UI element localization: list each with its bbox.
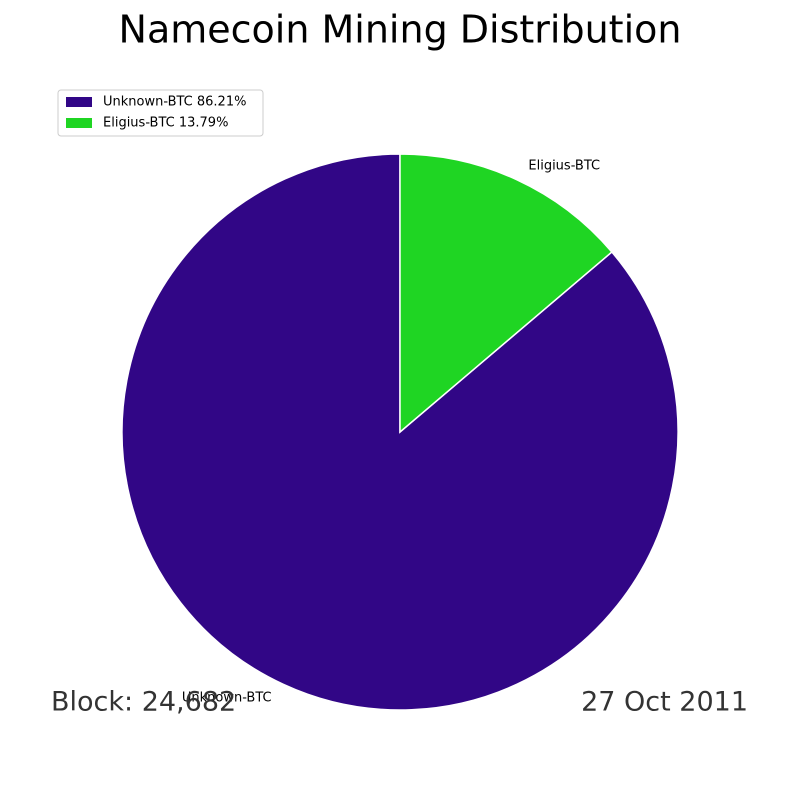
slice-labels: Unknown-BTC Eligius-BTC (182, 159, 600, 706)
chart-title: Namecoin Mining Distribution (119, 8, 682, 52)
legend-label: Unknown-BTC 86.21% (103, 95, 246, 110)
pie-slice (399, 153, 613, 434)
legend-frame (57, 89, 264, 137)
legend-label: Eligius-BTC 13.79% (103, 116, 228, 131)
legend-swatch (66, 97, 92, 107)
date-annotation: 27 Oct 2011 (581, 687, 748, 718)
pie (121, 153, 679, 711)
legend-swatch (66, 118, 92, 128)
slice-label: Eligius-BTC (528, 159, 600, 174)
block-annotation: Block: 24,682 (51, 687, 236, 718)
slice-label: Unknown-BTC (182, 691, 272, 706)
legend: Unknown-BTC 86.21% Eligius-BTC 13.79% (57, 89, 264, 137)
